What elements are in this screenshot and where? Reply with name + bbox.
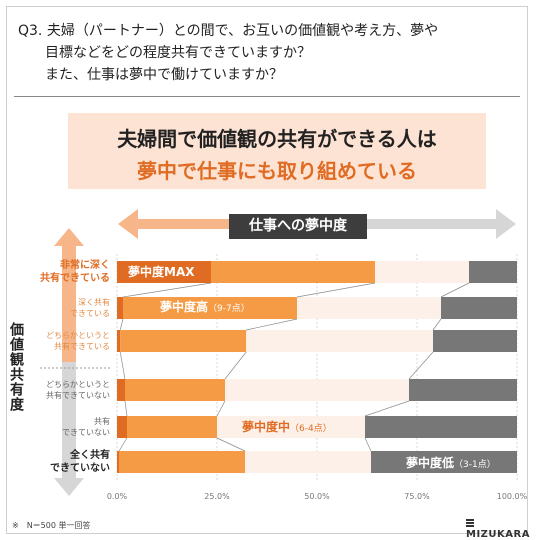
series-label-2: 夢中度中（6-4点） [242, 419, 332, 434]
question-line-1: Q3. 夫婦（パートナー）との間で、お互いの価値観や考え方、夢や [18, 23, 439, 39]
row-label-5: 全く共有できていない [50, 449, 110, 475]
bar-seg-5-3 [371, 451, 517, 473]
row-label-line-2: 共有できている [40, 273, 110, 284]
question-divider [14, 96, 520, 97]
bar-seg-0-3 [469, 261, 517, 283]
bar-seg-1-3 [441, 297, 517, 319]
bar-seg-0-2 [375, 261, 469, 283]
row-label-3: どちらかというと 共有できていない [46, 379, 110, 401]
series-name-2: 夢中度中 [242, 419, 290, 434]
row-label-line-1: どちらかというと [46, 331, 110, 340]
connector-2-0 [119, 351, 126, 380]
headline-line-1-accent: 夫婦間で価値観の共有ができる人 [117, 127, 417, 151]
connector-0-0 [122, 282, 212, 298]
bar-seg-1-2 [297, 297, 441, 319]
question-line-2: 目標などをどの程度共有できていますか？ [45, 45, 311, 61]
bar-seg-4-0 [117, 416, 127, 438]
headline-line-1-tail: は [416, 127, 437, 151]
bar-seg-3-2 [225, 379, 409, 401]
bar-seg-1-0 [117, 297, 123, 319]
bar-seg-3-0 [117, 379, 125, 401]
bar-seg-4-2 [217, 416, 365, 438]
connector-3-0 [124, 400, 128, 417]
row-label-line-2: 共有できている [54, 342, 110, 351]
connector-3-1 [216, 400, 226, 417]
headline-line-2: 夢中で仕事にも取り組めている [68, 155, 486, 184]
footnote: ※ N＝500 単一回答 [12, 521, 91, 530]
bar-seg-3-3 [409, 379, 517, 401]
bar-seg-2-1 [120, 330, 247, 352]
bar-seg-2-3 [433, 330, 517, 352]
connector-1-2 [432, 318, 442, 331]
tick-label-4: 100.0% [496, 492, 528, 501]
series-sub-3: （3-1点） [454, 459, 496, 470]
series-label-3: 夢中度低（3-1点） [406, 455, 496, 470]
series-name-1: 夢中度高 [160, 299, 208, 314]
row-label-line-2: できている [70, 309, 110, 318]
arrow-right-icon [300, 209, 516, 239]
headline-line-2-accent: 夢中で仕事にも取り組めている [137, 159, 417, 183]
row-label-1: 深く共有できている [70, 297, 110, 319]
bar-seg-5-1 [119, 451, 245, 473]
connector-1-0 [119, 318, 124, 331]
row-label-line-2: できていない [62, 428, 110, 437]
brand-logo: MIZUKARA [466, 518, 536, 540]
bar-seg-2-2 [246, 330, 433, 352]
tick-label-3: 75.0% [404, 492, 430, 501]
brand-icon [466, 519, 474, 527]
chart-frame [6, 6, 528, 534]
series-sub-1: （9-7点） [208, 303, 250, 314]
brand-name: MIZUKARA [466, 529, 530, 540]
connector-1-1 [246, 318, 298, 331]
row-label-line-1: 共有 [94, 417, 110, 426]
series-name-3: 夢中度低 [406, 455, 454, 470]
series-label-1: 夢中度高（9-7点） [160, 299, 250, 314]
bar-seg-0-0 [117, 261, 211, 283]
bar-seg-3-1 [125, 379, 225, 401]
connector-2-1 [224, 351, 247, 380]
bar-seg-1-1 [123, 297, 297, 319]
series-sub-2: （6-4点） [290, 423, 332, 434]
bar-seg-5-2 [245, 451, 371, 473]
row-label-line-2: できていない [50, 463, 110, 474]
row-label-2: どちらかというと共有できている [46, 330, 110, 352]
tick-label-0: 0.0% [106, 492, 128, 501]
row-label-4: 共有できていない [62, 416, 110, 438]
value-axis-label: 価値観共有度 [8, 322, 24, 412]
row-label-line-1: どちらかというと [46, 380, 110, 389]
headline-box: 夫婦間で価値観の共有ができる人は 夢中で仕事にも取り組めている [68, 113, 486, 189]
row-label-line-2: 共有できていない [46, 391, 110, 400]
row-label-line-1: 深く共有 [78, 298, 110, 307]
bar-seg-5-0 [117, 451, 119, 473]
bar-seg-2-0 [117, 330, 121, 352]
bar-seg-4-1 [127, 416, 217, 438]
series-name-0: 夢中度MAX [128, 264, 195, 279]
axis-title: 仕事への夢中度 [229, 214, 367, 239]
connector-3-2 [364, 400, 410, 417]
series-label-0: 夢中度MAX [128, 264, 195, 279]
headline-line-1: 夫婦間で価値観の共有ができる人は [68, 123, 486, 152]
arrow-left-icon [118, 209, 300, 239]
connector-4-0 [118, 437, 128, 452]
row-label-line-1: 全く共有 [70, 450, 110, 461]
arrow-down-icon [54, 362, 84, 496]
bar-seg-0-1 [211, 261, 375, 283]
connector-4-1 [216, 437, 246, 452]
bar-seg-4-3 [365, 416, 517, 438]
row-label-line-1: 非常に深く [60, 260, 110, 271]
tick-label-2: 50.0% [304, 492, 330, 501]
question-line-3: また、仕事は夢中で働けていますか？ [45, 67, 283, 83]
connector-2-2 [408, 351, 434, 380]
arrow-up-icon [54, 228, 84, 362]
tick-label-1: 25.0% [204, 492, 230, 501]
connector-4-2 [364, 437, 372, 452]
connector-0-2 [440, 282, 470, 298]
row-label-0: 非常に深く共有できている [40, 259, 110, 285]
connector-0-1 [296, 282, 376, 298]
